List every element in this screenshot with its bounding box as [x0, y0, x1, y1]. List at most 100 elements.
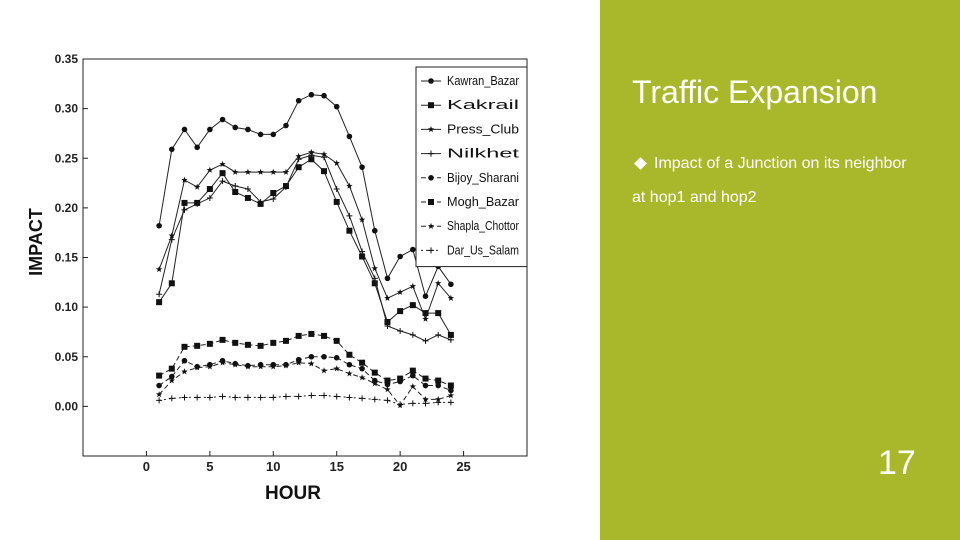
- data-point: [219, 116, 226, 123]
- data-point: [232, 124, 239, 131]
- data-point: [320, 150, 328, 158]
- series-line: [158, 158, 452, 336]
- data-point: [435, 382, 442, 389]
- data-point: [371, 380, 379, 387]
- data-point: [321, 332, 328, 339]
- data-point: [410, 372, 416, 379]
- data-point: [231, 361, 239, 368]
- data-point: [244, 363, 252, 370]
- legend-label: Dar_Us_Salam: [447, 243, 519, 257]
- data-point: [206, 166, 214, 173]
- data-point: [270, 189, 277, 196]
- data-point: [308, 353, 315, 360]
- data-point: [409, 331, 416, 338]
- data-point: [422, 310, 429, 317]
- data-point: [308, 392, 315, 399]
- data-point: [295, 164, 302, 171]
- x-tick-label: 20: [393, 459, 407, 474]
- series-line: [158, 333, 452, 386]
- data-point: [270, 168, 277, 175]
- data-point: [181, 343, 188, 350]
- data-point: [232, 183, 239, 190]
- data-point: [346, 351, 353, 358]
- data-point: [358, 216, 366, 223]
- y-tick-label: 0.35: [55, 52, 79, 66]
- data-point: [371, 227, 378, 234]
- data-point: [384, 397, 391, 404]
- data-point: [295, 97, 302, 104]
- data-point: [384, 275, 391, 282]
- data-point: [320, 367, 328, 374]
- data-point: [308, 152, 315, 159]
- data-point: [333, 198, 340, 205]
- data-point: [409, 367, 416, 374]
- legend-label: Nilkhet: [447, 147, 520, 161]
- data-point: [384, 386, 391, 393]
- y-tick-label: 0.30: [55, 102, 79, 116]
- data-point: [219, 336, 226, 343]
- x-axis-label: HOUR: [265, 483, 321, 504]
- data-point: [409, 302, 416, 309]
- data-point: [168, 395, 175, 402]
- data-point: [219, 393, 226, 400]
- data-point: [346, 394, 353, 401]
- data-point: [333, 337, 340, 344]
- legend-marker: [428, 102, 434, 109]
- data-point: [321, 168, 328, 175]
- legend-label: Bijoy_Sharani: [447, 171, 519, 185]
- data-point: [257, 198, 264, 205]
- data-point: [371, 275, 378, 282]
- data-point: [435, 331, 442, 338]
- data-point: [447, 294, 455, 301]
- data-point: [244, 194, 251, 201]
- data-point: [308, 360, 315, 367]
- data-point: [321, 92, 327, 99]
- data-point: [181, 199, 188, 206]
- data-point: [181, 368, 188, 375]
- data-point: [308, 156, 315, 163]
- data-point: [270, 339, 277, 346]
- data-point: [346, 182, 353, 189]
- data-point: [359, 253, 366, 260]
- data-point: [359, 395, 366, 402]
- series-line: [158, 151, 452, 321]
- data-point: [156, 397, 163, 404]
- data-point: [181, 126, 188, 133]
- data-point: [181, 206, 188, 213]
- data-point: [308, 148, 315, 156]
- data-point: [448, 387, 454, 394]
- legend-marker: [428, 78, 434, 84]
- data-point: [244, 168, 252, 175]
- data-point: [295, 332, 302, 339]
- data-point: [156, 382, 162, 389]
- data-point: [155, 391, 163, 398]
- data-point: [447, 392, 455, 399]
- data-point: [282, 184, 289, 191]
- data-point: [434, 279, 442, 287]
- legend-marker: [428, 199, 434, 205]
- data-point: [270, 394, 277, 401]
- y-axis-label: IMPACT: [26, 208, 46, 276]
- data-point: [384, 377, 391, 384]
- series-line: [158, 154, 452, 342]
- y-tick-label: 0.15: [55, 251, 79, 265]
- data-point: [447, 336, 454, 343]
- data-point: [206, 394, 213, 401]
- data-point: [321, 154, 328, 161]
- data-point: [257, 342, 264, 349]
- data-point: [434, 396, 442, 403]
- data-point: [282, 168, 290, 175]
- data-point: [282, 393, 289, 400]
- legend-label: Kawran_Bazar: [447, 74, 519, 88]
- data-point: [397, 401, 404, 408]
- data-point: [346, 212, 353, 219]
- data-point: [169, 146, 175, 153]
- legend-marker: [427, 126, 435, 133]
- data-point: [156, 299, 163, 306]
- data-point: [447, 382, 454, 389]
- legend-label: Press_Club: [447, 122, 519, 136]
- data-point: [257, 394, 264, 401]
- data-point: [295, 152, 302, 160]
- data-point: [193, 364, 201, 371]
